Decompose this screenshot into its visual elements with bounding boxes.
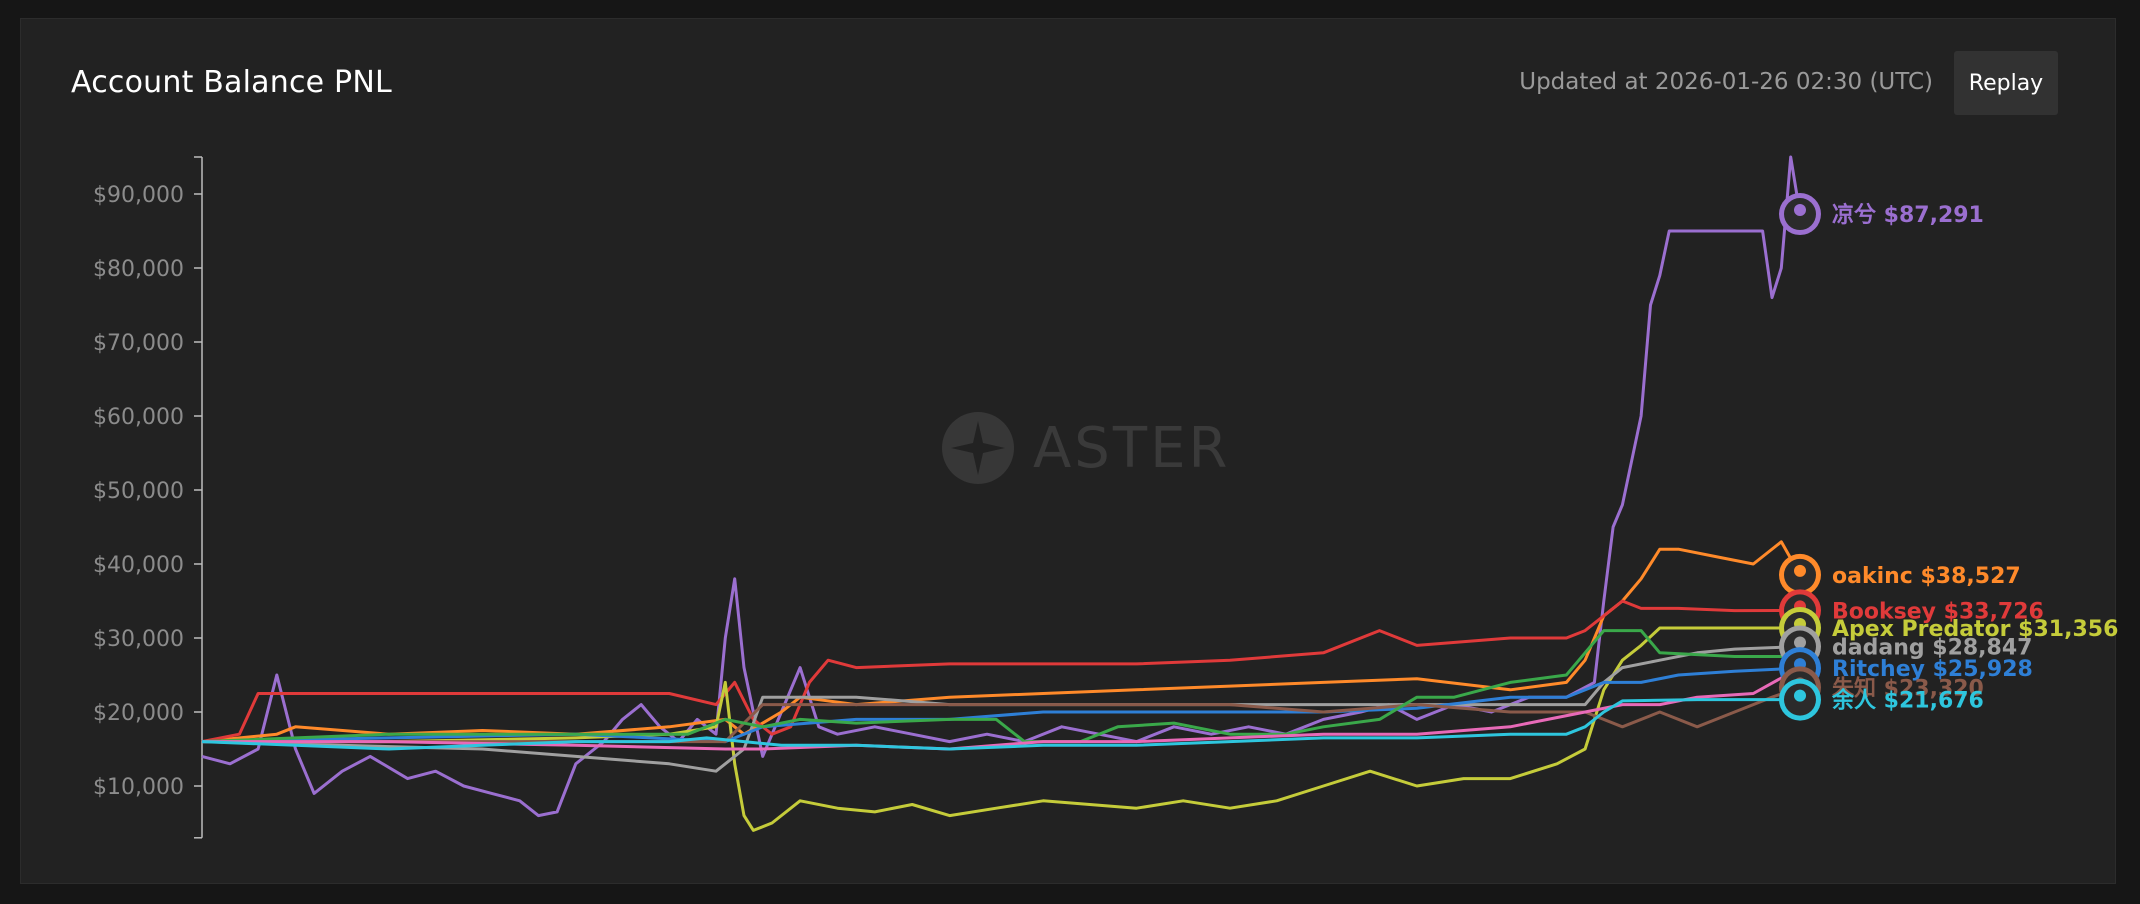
y-tick-label: $70,000 <box>93 331 184 356</box>
y-tick-label: $60,000 <box>93 405 184 430</box>
series-line <box>202 685 1801 744</box>
series-line <box>201 155 1802 818</box>
series-end-label: dadang $28,847 <box>1832 636 2032 661</box>
series-line <box>201 698 1800 751</box>
y-tick-label: $80,000 <box>93 257 184 282</box>
series-line <box>202 626 1800 832</box>
series-end-label: Apex Predator $31,356 <box>1832 617 2118 642</box>
series-line <box>202 666 1801 751</box>
series-end-label: 朱知 $23,320 <box>1832 675 1984 701</box>
page-title: Account Balance PNL <box>71 65 392 100</box>
y-tick-label: $10,000 <box>93 775 184 800</box>
avatar-head <box>1794 689 1806 702</box>
series-end-label: 凉兮 $87,291 <box>1832 202 1984 228</box>
replay-button[interactable]: Replay <box>1954 51 2058 115</box>
avatar-head <box>1794 204 1806 217</box>
avatar-head <box>1794 564 1806 577</box>
avatar-head <box>1794 636 1806 649</box>
series-end-label: Ritchey $25,928 <box>1832 657 2033 682</box>
series-line <box>201 629 1800 744</box>
series-line <box>201 599 1801 744</box>
watermark: ASTER <box>941 411 1230 485</box>
y-tick-label: $40,000 <box>93 553 184 578</box>
y-tick-label: $20,000 <box>93 701 184 726</box>
aster-logo-icon <box>942 412 1014 484</box>
y-tick-label: $50,000 <box>93 479 184 504</box>
series-end-label: Booksey $33,726 <box>1832 599 2044 624</box>
series-end-label: oakinc $38,527 <box>1832 564 2021 589</box>
updated-timestamp: Updated at 2026-01-26 02:30 (UTC) <box>1519 69 1933 95</box>
y-tick-label: $30,000 <box>93 627 184 652</box>
series-end-label: 余人 $21,676 <box>1831 688 1984 714</box>
y-tick-label: $90,000 <box>93 183 184 208</box>
watermark-text: ASTER <box>1033 415 1231 481</box>
